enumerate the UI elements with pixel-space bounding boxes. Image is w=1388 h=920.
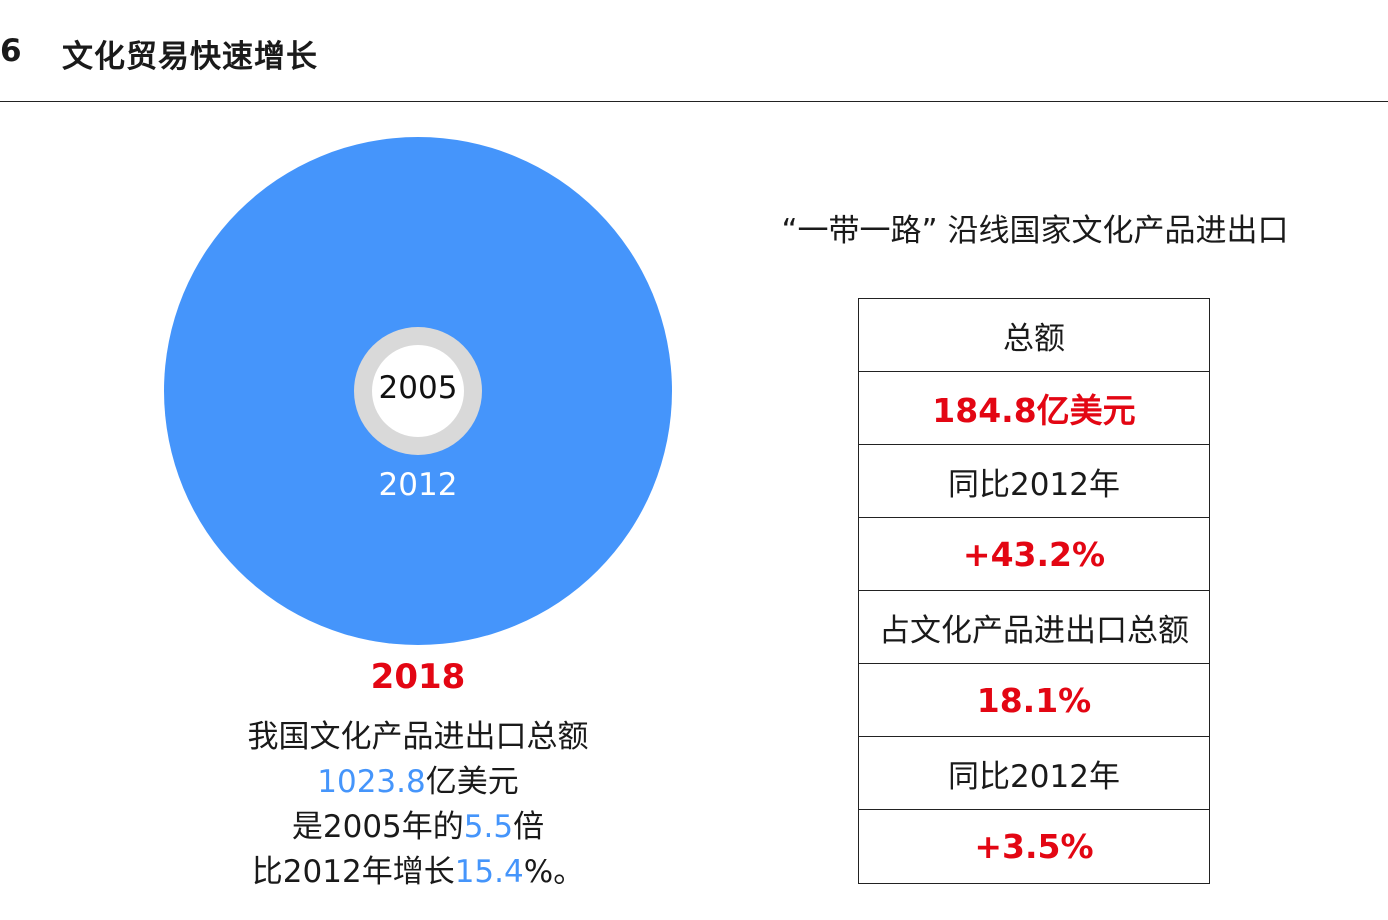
section-number: 6 <box>0 33 22 69</box>
stats-label-cell: 占文化产品进出口总额 <box>859 591 1209 664</box>
label-2005: 2005 <box>378 370 458 406</box>
stats-value-cell: +3.5% <box>974 827 1094 866</box>
belt-road-title: “一带一路” 沿线国家文化产品进出口 <box>781 213 1289 249</box>
summary-line-1-text: 我国文化产品进出口总额 <box>247 719 589 755</box>
summary-line-3: 是2005年的5.5倍 <box>168 801 668 846</box>
stats-label-cell: 同比2012年 <box>859 737 1209 810</box>
growth-prefix: 比2012年增长 <box>251 854 455 890</box>
multiple-prefix: 是2005年的 <box>291 809 464 845</box>
year-2018: 2018 <box>370 657 466 697</box>
total-value: 1023.8 <box>317 764 426 800</box>
stats-table: 总额 184.8亿美元 同比2012年 +43.2% 占文化产品进出口总额 18.1% 同比… <box>858 298 1210 884</box>
page-header: 6 文化贸易快速增长 <box>0 0 1388 102</box>
summary-line-1: 我国文化产品进出口总额 <box>168 711 668 756</box>
summary-line-2: 1023.8亿美元 <box>168 756 668 801</box>
stats-label-cell: 同比2012年 <box>859 445 1209 518</box>
growth-suffix: %。 <box>523 854 585 890</box>
growth-value: 15.4 <box>454 854 524 890</box>
multiple-value: 5.5 <box>463 809 514 845</box>
section-title: 文化贸易快速增长 <box>62 39 318 75</box>
summary-line-4: 比2012年增长15.4%。 <box>168 846 668 891</box>
inner-core <box>372 345 464 437</box>
label-2012: 2012 <box>378 467 458 503</box>
stats-label-cell: 总额 <box>859 299 1209 372</box>
total-unit: 亿美元 <box>425 764 519 800</box>
stats-value-cell: 184.8亿美元 <box>859 372 1209 445</box>
stats-value-cell: +43.2% <box>859 518 1209 591</box>
multiple-suffix: 倍 <box>513 809 545 845</box>
nested-circle-graphic: 2005 2012 <box>164 137 672 645</box>
stats-value-cell: 18.1% <box>859 664 1209 737</box>
